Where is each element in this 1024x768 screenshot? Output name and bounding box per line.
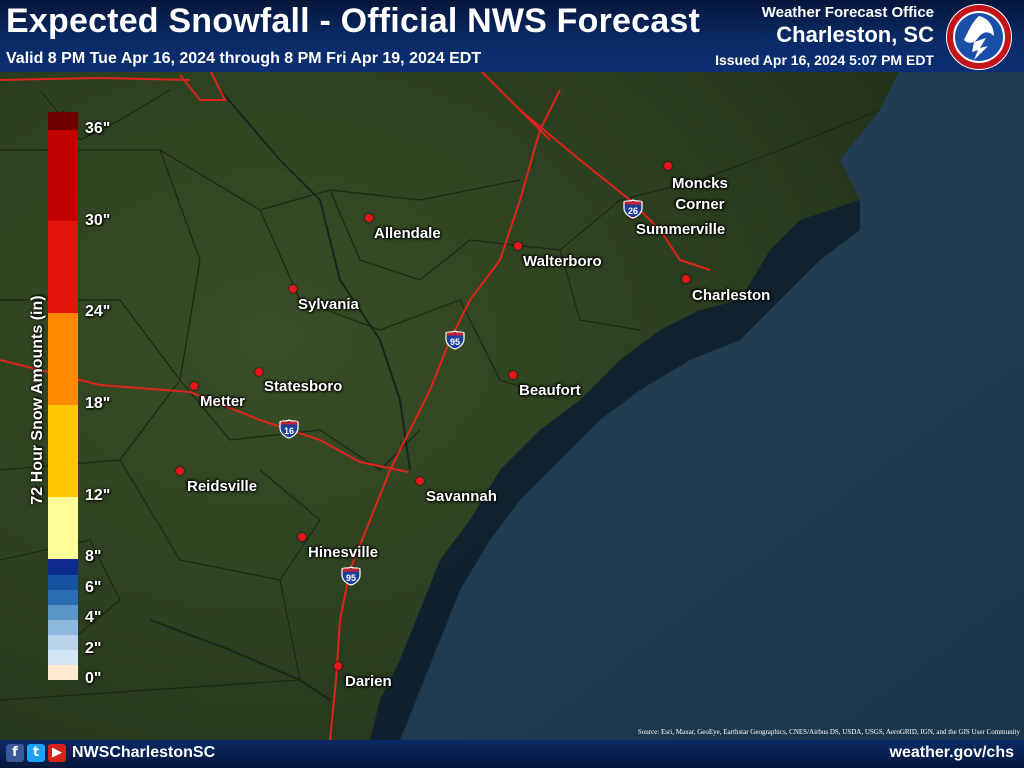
- county-line: [259, 209, 461, 331]
- shield-number: 95: [346, 573, 356, 583]
- county-line: [0, 149, 521, 211]
- interstate-shield-icon: 95: [445, 330, 465, 350]
- map-title: Expected Snowfall - Official NWS Forecas…: [6, 2, 701, 40]
- legend-tick-label: 8": [85, 548, 102, 565]
- shield-number: 95: [450, 337, 460, 347]
- issued-time: Issued Apr 16, 2024 5:07 PM EDT: [715, 52, 934, 68]
- county-line: [159, 149, 231, 441]
- highway-i16: [0, 359, 409, 473]
- city-label: Charleston: [692, 287, 771, 304]
- highway-us17: [0, 76, 191, 81]
- city-dot: [682, 275, 690, 283]
- city-label: Beaufort: [519, 382, 581, 399]
- shield-number: 26: [628, 206, 638, 216]
- city-dot: [514, 242, 522, 250]
- office-label: Weather Forecast Office: [761, 4, 934, 21]
- city-dot: [334, 662, 342, 670]
- city-label-line: Moncks: [672, 175, 728, 192]
- social-handle[interactable]: NWSCharlestonSC: [72, 744, 216, 761]
- legend-tick-label: 36": [85, 120, 111, 137]
- city-label: Statesboro: [264, 378, 343, 395]
- highway-i95: [329, 89, 561, 741]
- city-dot: [255, 368, 263, 376]
- shield-number: 16: [284, 426, 294, 436]
- legend-tick-label: 12": [85, 487, 111, 504]
- county-line: [459, 299, 561, 401]
- altamaha-river: [149, 619, 331, 701]
- city-label: Hinesville: [308, 544, 379, 561]
- social-icons: f t ▶: [6, 744, 66, 762]
- highway-north: [179, 69, 227, 101]
- city-dot: [664, 162, 672, 170]
- county-line: [559, 109, 881, 251]
- highway-branch: [479, 69, 551, 141]
- city-dot: [190, 382, 198, 390]
- basemap-source: Source: Esri, Maxar, GeoEye, Earthstar G…: [637, 728, 1020, 736]
- nws-logo-icon[interactable]: [944, 2, 1014, 72]
- roads: [0, 69, 711, 741]
- legend-tick-label: 2": [85, 640, 102, 657]
- city-label-line: Corner: [675, 196, 725, 213]
- county-line: [0, 539, 121, 651]
- county-line: [329, 189, 561, 281]
- youtube-icon[interactable]: ▶: [48, 744, 66, 762]
- rivers: [149, 89, 411, 701]
- facebook-icon[interactable]: f: [6, 744, 24, 762]
- coastal-shelf: [370, 200, 860, 740]
- city-dot: [416, 477, 424, 485]
- legend-tick-label: 0": [85, 670, 102, 687]
- land-area: [0, 70, 900, 740]
- twitter-icon[interactable]: t: [27, 744, 45, 762]
- city-dot: [509, 371, 517, 379]
- interstate-shield-icon: 95: [341, 566, 361, 586]
- city-label: Summerville: [636, 221, 726, 238]
- legend-tick-label: 4": [85, 609, 102, 626]
- city-label: Metter: [200, 393, 246, 410]
- website-link[interactable]: weather.gov/chs: [889, 744, 1015, 761]
- city-label: Sylvania: [298, 296, 359, 313]
- footer-bar: [0, 740, 1024, 768]
- header-bar: Expected Snowfall - Official NWS Forecas…: [0, 0, 1024, 72]
- legend-tick-label: 18": [85, 395, 111, 412]
- legend-tick-label: 6": [85, 579, 102, 596]
- legend-tick-label: 24": [85, 303, 111, 320]
- savannah-river: [219, 89, 411, 471]
- city-label: Walterboro: [523, 253, 602, 270]
- interstate-shield-icon: 26: [623, 199, 643, 219]
- city-label: Darien: [345, 673, 392, 690]
- legend-tick-label: 30": [85, 212, 111, 229]
- city-dot: [365, 214, 373, 222]
- city-label: Moncks Corner: [672, 173, 728, 215]
- office-name: Charleston, SC: [776, 22, 934, 47]
- city-dot: [298, 533, 306, 541]
- highway-i26: [519, 109, 711, 271]
- city-label: Reidsville: [187, 478, 258, 495]
- city-dot: [176, 467, 184, 475]
- county-line: [0, 299, 181, 471]
- legend-title: 72 Hour Snow Amounts (in): [29, 295, 46, 505]
- interstate-shield-icon: 16: [279, 419, 299, 439]
- county-line: [559, 249, 641, 331]
- city-label: Savannah: [426, 488, 497, 505]
- valid-period: Valid 8 PM Tue Apr 16, 2024 through 8 PM…: [6, 50, 482, 67]
- city-dot: [289, 285, 297, 293]
- city-label: Allendale: [374, 225, 441, 242]
